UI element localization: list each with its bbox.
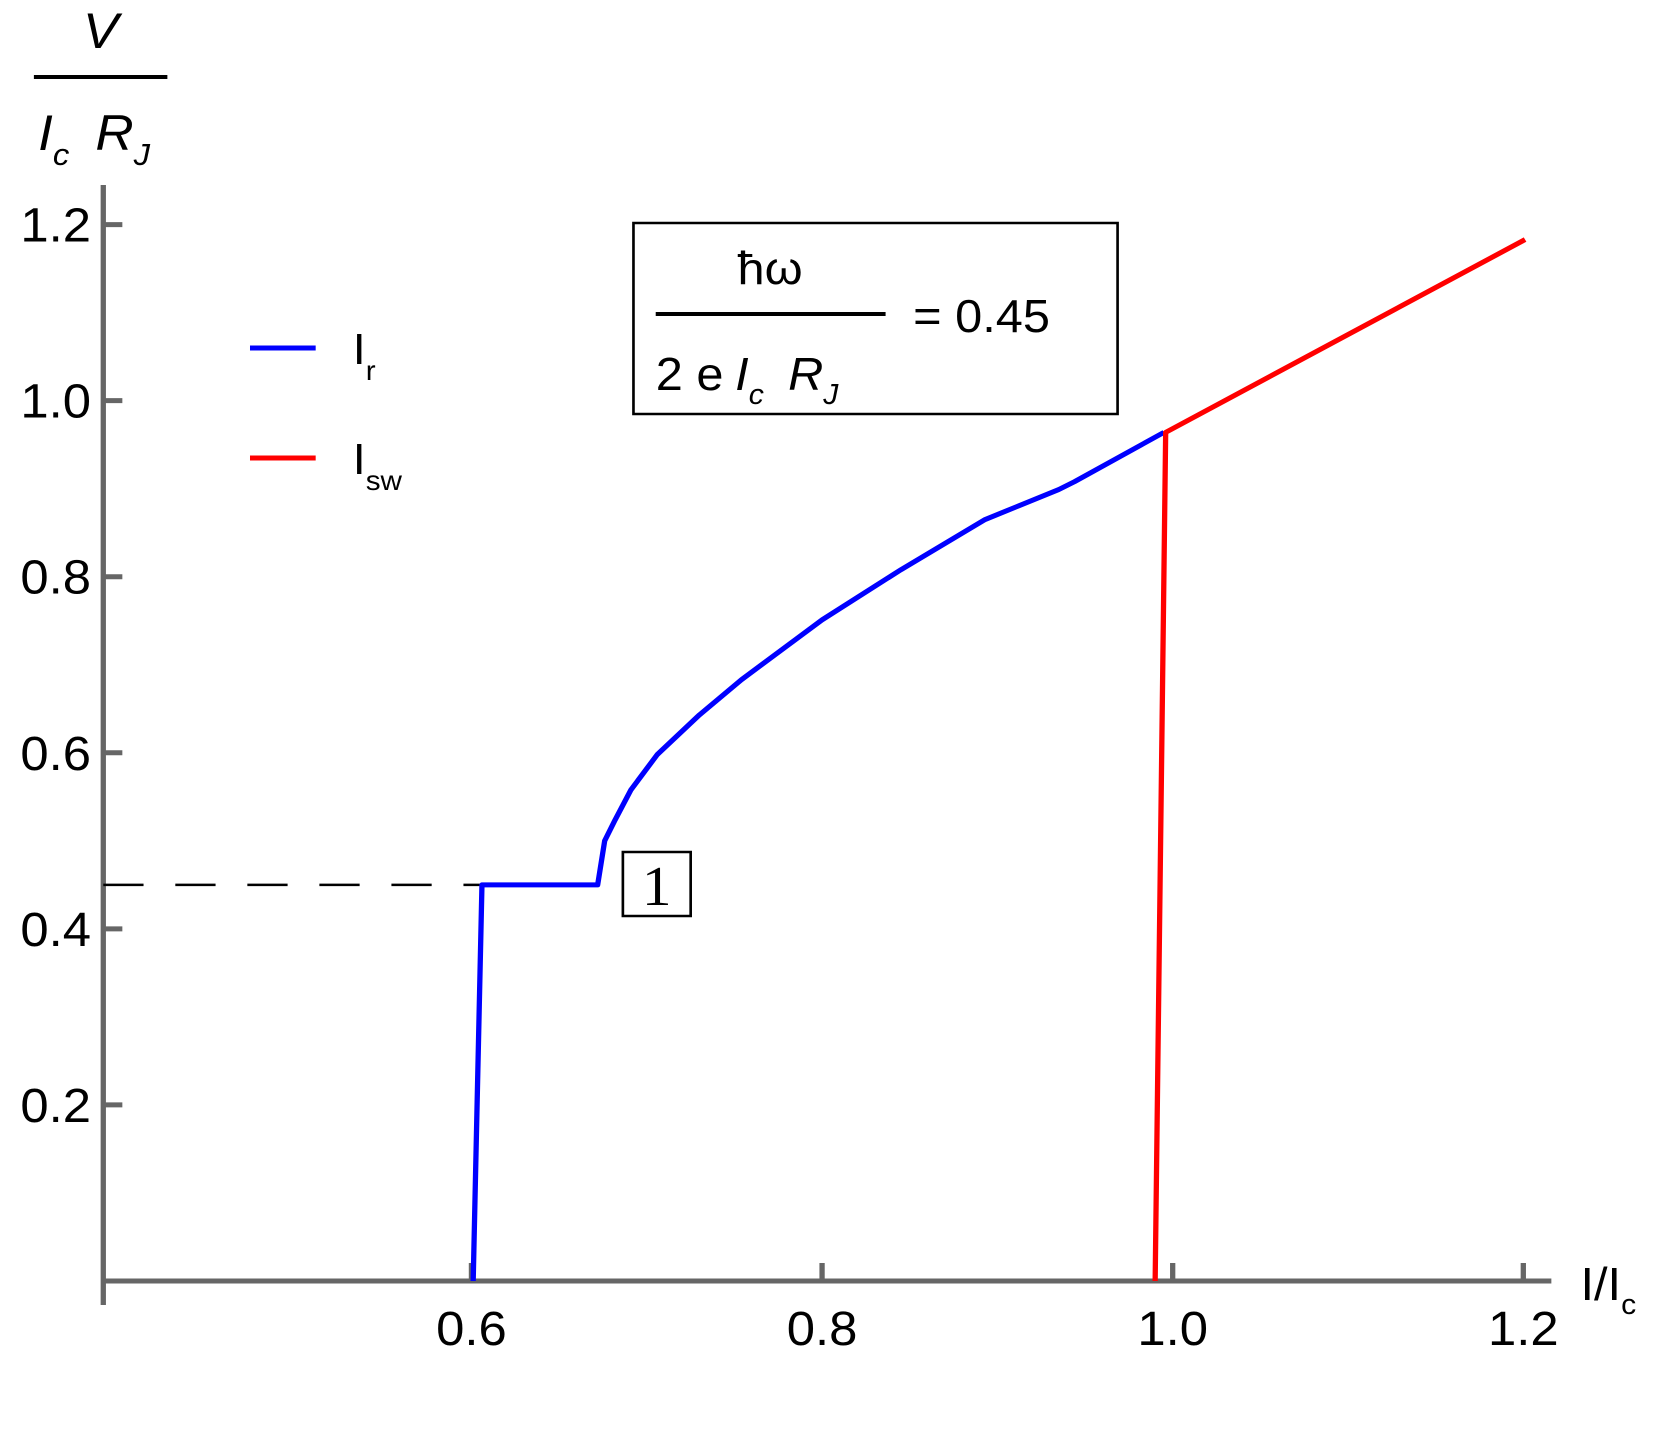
y-label-den-main: R (95, 104, 133, 160)
y-label-den-main: I (38, 104, 53, 160)
annotation-box (632, 221, 1119, 416)
y-tick-label: 0.8 (20, 551, 91, 604)
x-tick-label: 0.6 (436, 1302, 507, 1355)
series-line (1152, 237, 1527, 1282)
legend-sub: sw (366, 466, 402, 497)
annotation-den-main: R (788, 349, 823, 400)
annotation-den-prefix: 2 e (656, 349, 724, 400)
y-tick-label: 1.2 (20, 199, 91, 252)
legend-label: Isw (353, 434, 402, 497)
legend-main: I (353, 324, 366, 374)
y-tick-label: 0.4 (20, 903, 91, 956)
x-tick-label: 0.8 (787, 1302, 858, 1355)
y-label-den: RJ (95, 104, 151, 171)
x-label: I/Ic (1580, 1259, 1636, 1320)
legend-label: Ir (353, 324, 376, 387)
x-label-main: I/I (1580, 1259, 1621, 1310)
x-tick-label: 1.0 (1137, 1302, 1208, 1355)
legend-sub: r (366, 356, 376, 387)
y-label-den-sub: J (133, 137, 152, 172)
y-tick-label: 0.6 (20, 727, 91, 780)
annotation-den-sub: J (822, 379, 838, 411)
series-line (470, 430, 1166, 1282)
x-label-sub: c (1621, 1289, 1636, 1321)
annotation-den: Ic (735, 349, 764, 410)
step-label-box (621, 850, 692, 918)
x-tick-label: 1.2 (1488, 1302, 1559, 1355)
annotation-numerator: ħω (738, 243, 803, 294)
y-tick-label: 1.0 (20, 375, 91, 428)
annotation-den: RJ (788, 349, 839, 410)
annotation-den-sub: c (749, 379, 764, 411)
legend-main: I (353, 434, 366, 484)
y-label-den-sub: c (53, 137, 69, 172)
y-label-den: Ic (38, 104, 69, 171)
annotation-rhs: = 0.45 (913, 291, 1050, 342)
annotation-den-main: I (735, 349, 749, 400)
y-label-numerator: V (83, 2, 123, 58)
step-label: 1 (642, 856, 672, 917)
y-tick-label: 0.2 (20, 1079, 91, 1132)
